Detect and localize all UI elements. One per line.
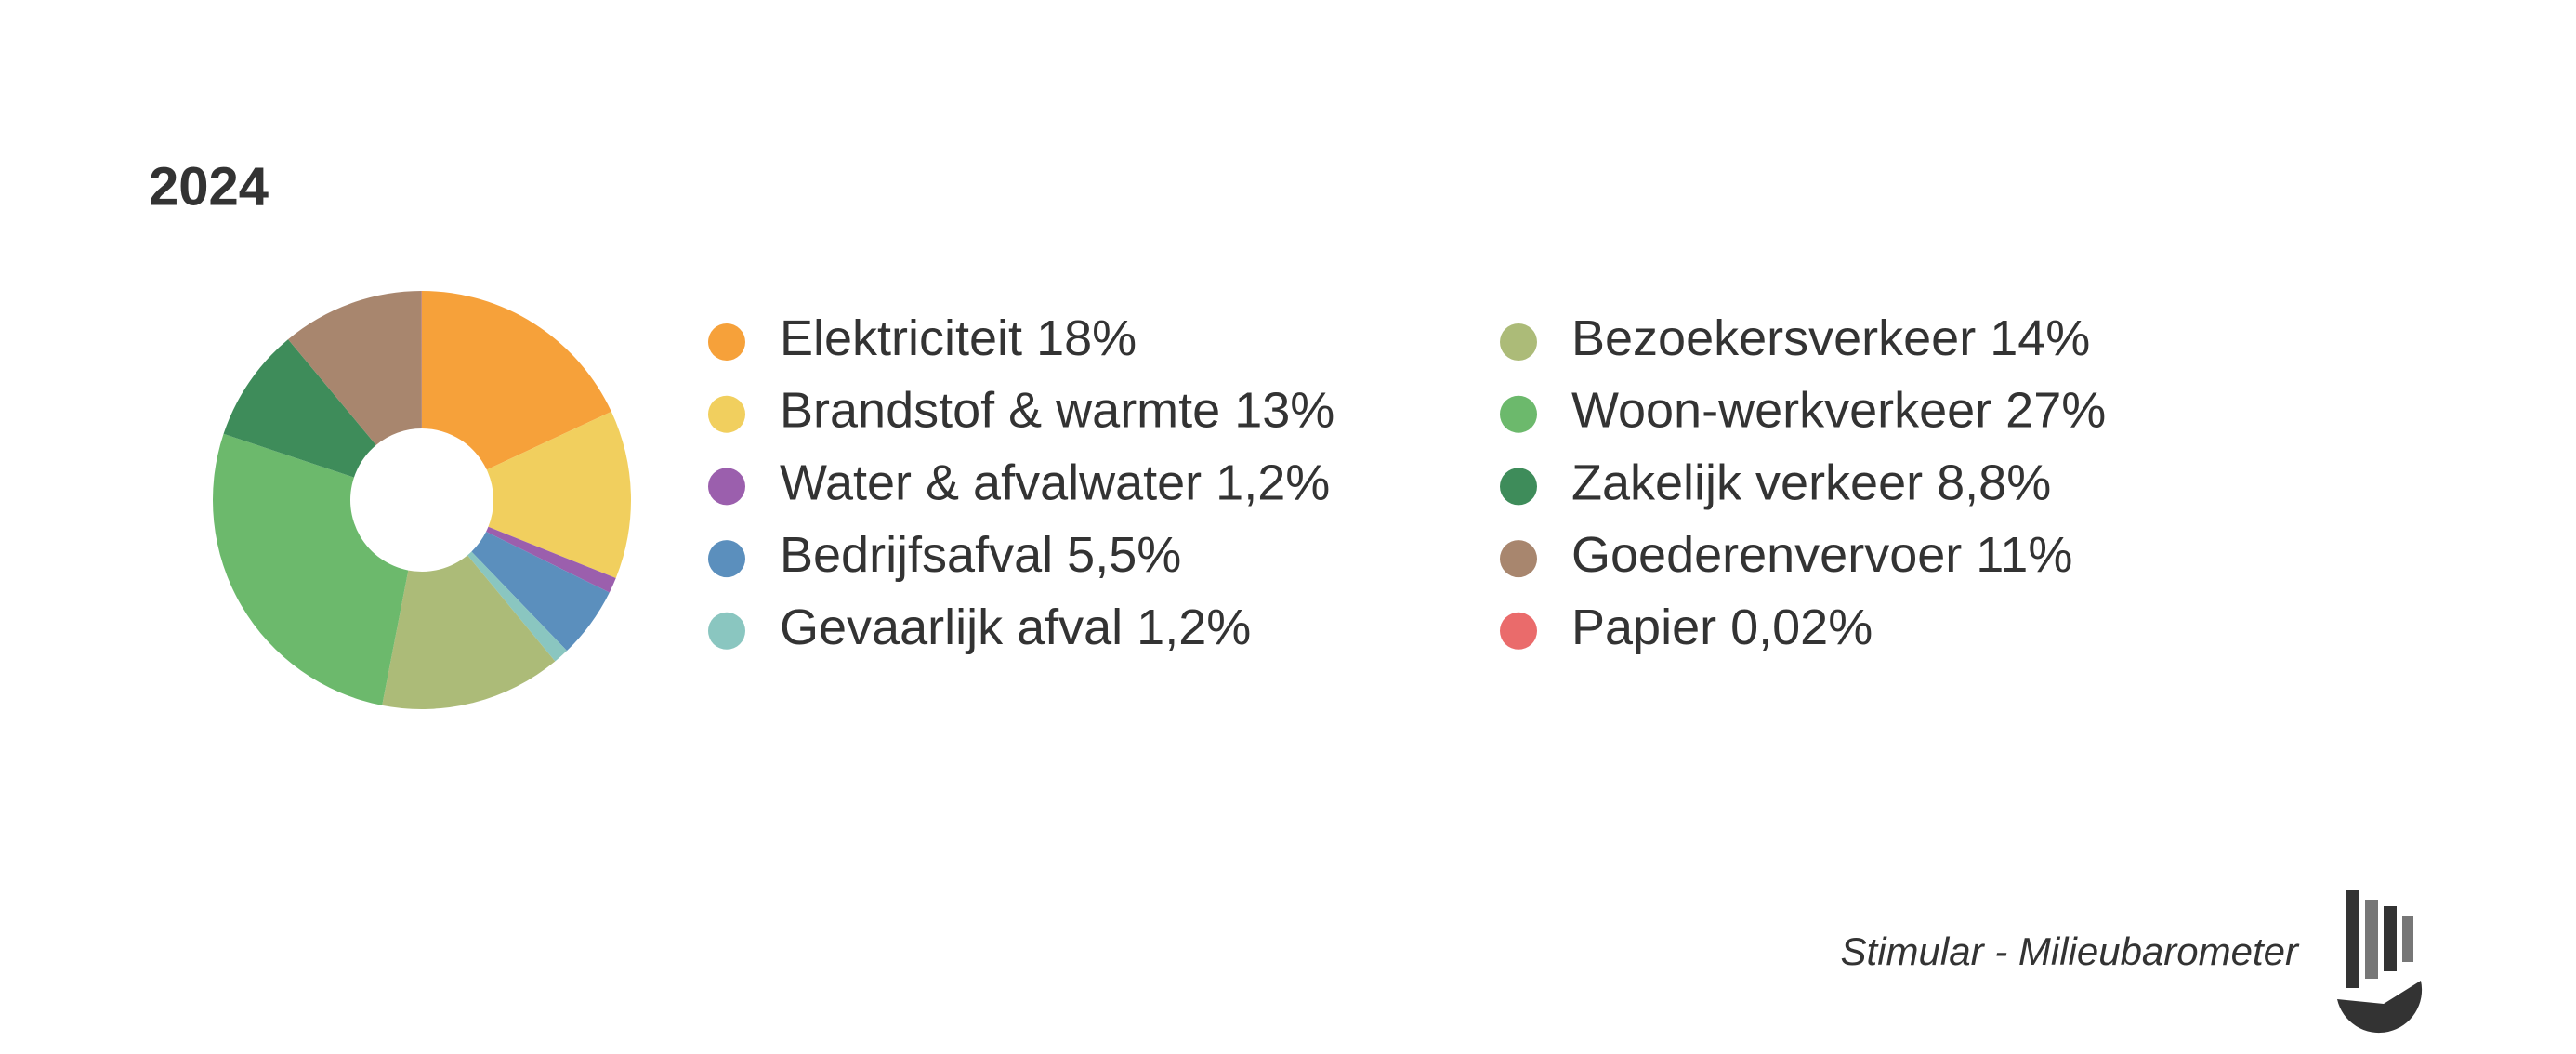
slice: [422, 291, 611, 470]
legend-value: 8,8%: [1937, 455, 2051, 511]
legend-label: Goederenvervoer 11%: [1571, 527, 2072, 583]
slice: [212, 433, 409, 705]
legend-value: 1,2%: [1216, 455, 1330, 511]
legend-name: Goederenvervoer: [1571, 527, 1962, 583]
legend-name: Elektriciteit: [780, 310, 1022, 366]
legend-name: Brandstof & warmte: [780, 383, 1220, 439]
legend-label: Elektriciteit 18%: [780, 310, 1137, 366]
legend-marker: [1500, 468, 1537, 506]
legend-label: Water & afvalwater 1,2%: [780, 455, 1330, 511]
logo-bar: [2402, 916, 2413, 962]
legend-marker: [708, 323, 745, 361]
slice: [382, 555, 556, 709]
slice: [288, 291, 422, 445]
logo-base: [2337, 981, 2423, 1034]
legend-name: Woon-werkverkeer: [1571, 383, 1991, 439]
legend-name: Gevaarlijk afval: [780, 599, 1123, 655]
legend-name: Bezoekersverkeer: [1571, 310, 1976, 366]
legend-name: Papier: [1571, 599, 1716, 655]
legend-label: Zakelijk verkeer 8,8%: [1571, 455, 2051, 511]
slice: [467, 551, 568, 662]
legend-marker: [708, 612, 745, 650]
logo-bar: [2384, 906, 2397, 971]
legend-value: 1,2%: [1137, 599, 1251, 655]
legend-value: 11%: [1976, 527, 2072, 583]
legend-marker: [1500, 540, 1537, 578]
logo-bar: [2365, 900, 2378, 979]
slice: [471, 532, 610, 652]
legend-label: Gevaarlijk afval 1,2%: [780, 599, 1251, 655]
legend-name: Zakelijk verkeer: [1571, 455, 1923, 511]
legend-marker: [1500, 323, 1537, 361]
logo: [2337, 890, 2423, 1034]
legend-value: 27%: [2005, 383, 2106, 439]
slice: [486, 526, 616, 593]
legend-marker: [708, 395, 745, 433]
slice: [486, 411, 631, 578]
legend-label: Papier 0,02%: [1571, 599, 1873, 655]
legend-label: Brandstof & warmte 13%: [780, 383, 1334, 439]
legend-name: Bedrijfsafval: [780, 527, 1053, 583]
legend-label: Woon-werkverkeer 27%: [1571, 383, 2106, 439]
legend-value: 0,02%: [1730, 599, 1873, 655]
legend-label: Bedrijfsafval 5,5%: [780, 527, 1181, 583]
legend-value: 18%: [1036, 310, 1137, 366]
legend-value: 13%: [1234, 383, 1334, 439]
legend-marker: [708, 540, 745, 578]
source: Stimular - Milieubarometer: [1841, 929, 2300, 973]
legend-label: Bezoekersverkeer 14%: [1571, 310, 2090, 366]
legend-value: 14%: [1990, 310, 2090, 366]
logo-bar: [2346, 890, 2359, 988]
legend-marker: [1500, 612, 1537, 650]
legend-marker: [708, 468, 745, 506]
slice: [223, 339, 376, 478]
legend-value: 5,5%: [1067, 527, 1181, 583]
legend-name: Water & afvalwater: [780, 455, 1202, 511]
legend-marker: [1500, 395, 1537, 433]
chart-title: 2024: [149, 156, 269, 217]
